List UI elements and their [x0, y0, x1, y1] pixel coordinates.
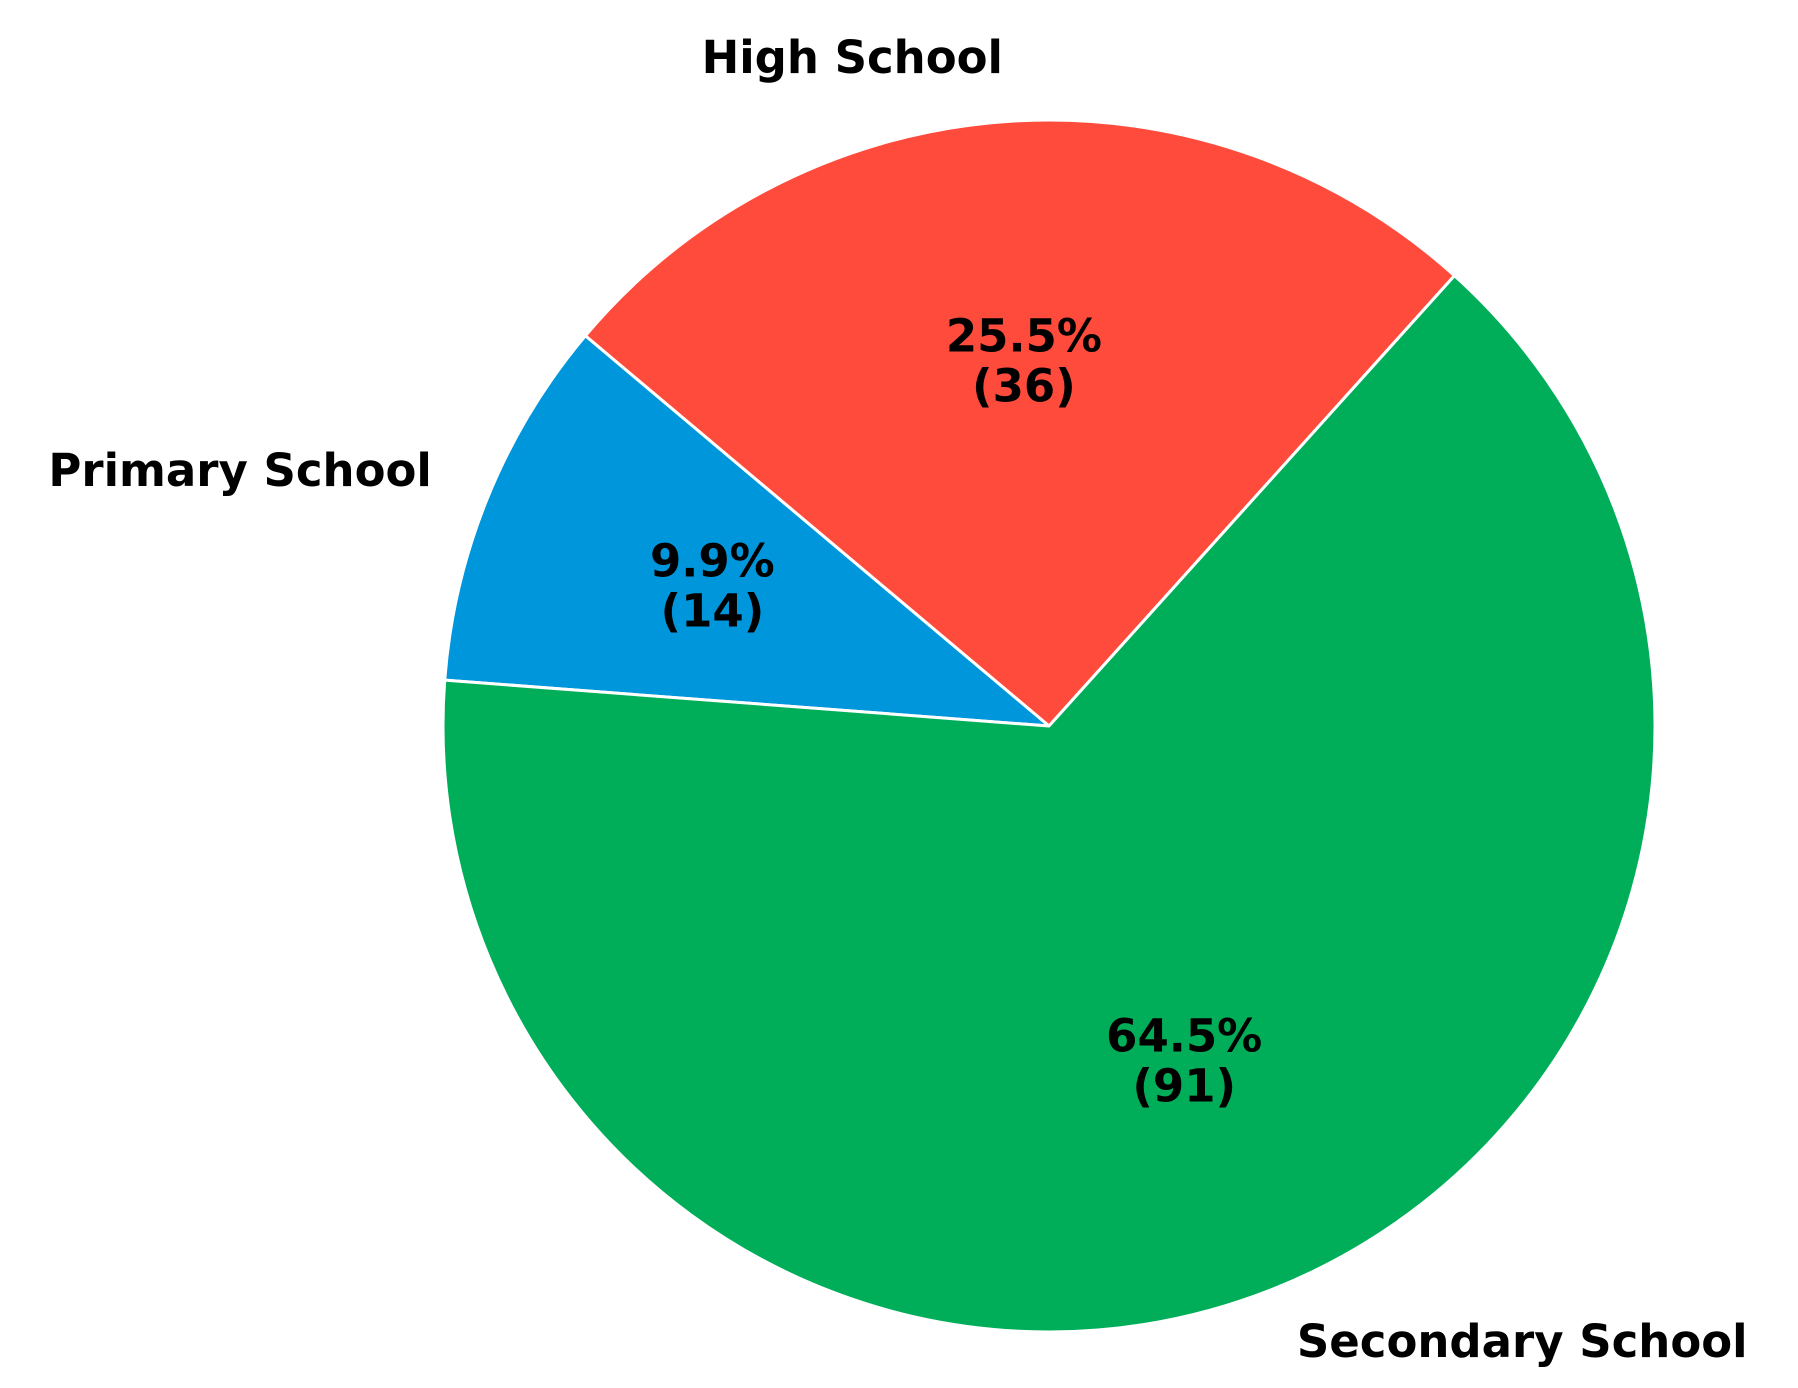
value-label: (36) — [972, 359, 1076, 412]
category-label: High School — [702, 31, 1003, 84]
value-label: (14) — [661, 585, 765, 638]
category-label: Primary School — [48, 444, 431, 497]
pie-slice — [441, 274, 1657, 1334]
pie-slice — [443, 334, 1051, 728]
category-label: Secondary School — [1297, 1315, 1748, 1368]
value-label: (91) — [1132, 1060, 1236, 1113]
percentage-label: 25.5% — [946, 309, 1102, 362]
percentage-label: 64.5% — [1106, 1010, 1262, 1063]
pie-slice — [583, 118, 1456, 728]
percentage-label: 9.9% — [650, 535, 775, 588]
